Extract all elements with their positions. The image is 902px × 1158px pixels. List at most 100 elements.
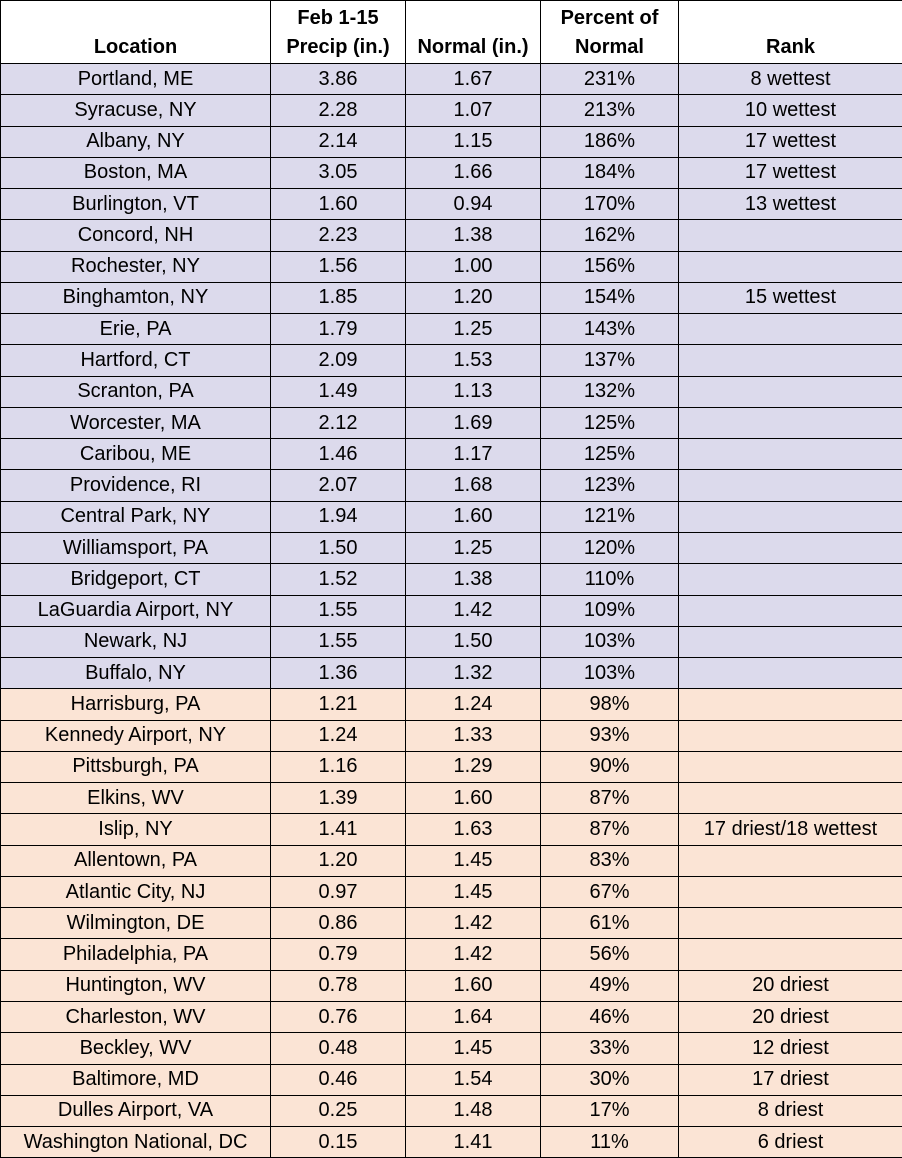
precip-cell: 2.28 [270,94,406,127]
location-cell: Newark, NJ [0,625,271,659]
precip-cell: 1.60 [270,188,406,221]
normal-cell: 1.24 [405,688,541,721]
rank-cell [678,500,902,533]
rank-cell: 15 wettest [678,281,902,315]
precip-cell: 0.78 [270,969,406,1002]
table-header: Location Feb 1-15 Precip (in.) Normal (in.… [0,0,902,64]
precip-cell: 1.46 [270,438,406,471]
normal-cell: 1.60 [405,500,541,533]
precip-cell: 1.21 [270,688,406,721]
table-row: Rochester, NY 1.56 1.00 156% [0,250,902,283]
location-cell: Caribou, ME [0,438,271,471]
location-cell: Buffalo, NY [0,657,271,690]
percent-of-normal-cell: 137% [540,344,679,377]
precip-cell: 1.41 [270,813,406,846]
table-row: Erie, PA 1.79 1.25 143% [0,313,902,346]
column-header: Percent of Normal [540,0,679,64]
rank-cell [678,563,902,596]
rank-cell [678,375,902,408]
table-row: Dulles Airport, VA 0.25 1.48 17% 8 driest [0,1094,902,1128]
rank-cell [678,250,902,283]
table-row: Washington National, DC 0.15 1.41 11% 6 drie… [0,1126,902,1158]
rank-cell: 12 driest [678,1032,902,1065]
location-cell: Syracuse, NY [0,94,271,127]
precip-cell: 3.05 [270,156,406,190]
precip-cell: 1.55 [270,625,406,659]
percent-of-normal-cell: 30% [540,1063,679,1096]
table-row: Elkins, WV 1.39 1.60 87% [0,782,902,815]
percent-of-normal-cell: 109% [540,594,679,627]
normal-cell: 1.33 [405,719,541,752]
precip-cell: 0.15 [270,1126,406,1158]
column-header: Rank [678,0,902,64]
rank-cell: 8 driest [678,1094,902,1128]
normal-cell: 1.53 [405,344,541,377]
location-cell: Boston, MA [0,156,271,190]
normal-cell: 1.66 [405,156,541,190]
percent-of-normal-cell: 186% [540,125,679,158]
normal-cell: 1.20 [405,281,541,315]
rank-cell [678,531,902,565]
percent-of-normal-cell: 125% [540,438,679,471]
precip-cell: 0.46 [270,1063,406,1096]
location-cell: LaGuardia Airport, NY [0,594,271,627]
rank-cell [678,344,902,377]
table-row: Syracuse, NY 2.28 1.07 213% 10 wettest [0,94,902,127]
location-cell: Williamsport, PA [0,531,271,565]
precip-cell: 1.50 [270,531,406,565]
location-cell: Scranton, PA [0,375,271,408]
percent-of-normal-cell: 123% [540,469,679,502]
percent-of-normal-cell: 87% [540,813,679,846]
percent-of-normal-cell: 61% [540,907,679,940]
rank-cell [678,469,902,502]
normal-cell: 1.42 [405,907,541,940]
percent-of-normal-cell: 17% [540,1094,679,1128]
normal-cell: 1.38 [405,219,541,252]
normal-cell: 1.25 [405,531,541,565]
location-cell: Beckley, WV [0,1032,271,1065]
rank-cell [678,938,902,971]
table-row: Baltimore, MD 0.46 1.54 30% 17 driest [0,1063,902,1096]
table-row: Williamsport, PA 1.50 1.25 120% [0,531,902,565]
percent-of-normal-cell: 49% [540,969,679,1002]
precip-cell: 1.85 [270,281,406,315]
precip-cell: 1.16 [270,750,406,784]
table-row: Portland, ME 3.86 1.67 231% 8 wettest [0,62,902,96]
location-cell: Philadelphia, PA [0,938,271,971]
normal-cell: 1.32 [405,657,541,690]
rank-cell [678,688,902,721]
rank-cell [678,782,902,815]
normal-cell: 1.60 [405,782,541,815]
table-row: Wilmington, DE 0.86 1.42 61% [0,907,902,940]
table-row: Atlantic City, NJ 0.97 1.45 67% [0,875,902,909]
precip-cell: 1.49 [270,375,406,408]
rank-cell: 17 driest/18 wettest [678,813,902,846]
location-cell: Islip, NY [0,813,271,846]
location-cell: Baltimore, MD [0,1063,271,1096]
normal-cell: 1.60 [405,969,541,1002]
table-row: Philadelphia, PA 0.79 1.42 56% [0,938,902,971]
normal-cell: 1.64 [405,1000,541,1034]
percent-of-normal-cell: 90% [540,750,679,784]
precip-cell: 0.25 [270,1094,406,1128]
percent-of-normal-cell: 184% [540,156,679,190]
percent-of-normal-cell: 87% [540,782,679,815]
normal-cell: 1.45 [405,875,541,909]
rank-cell [678,219,902,252]
normal-cell: 1.67 [405,62,541,96]
percent-of-normal-cell: 110% [540,563,679,596]
location-cell: Dulles Airport, VA [0,1094,271,1128]
normal-cell: 1.45 [405,844,541,877]
location-cell: Providence, RI [0,469,271,502]
normal-cell: 1.41 [405,1126,541,1158]
normal-cell: 1.45 [405,1032,541,1065]
precip-cell: 1.94 [270,500,406,533]
header-row: Location Feb 1-15 Precip (in.) Normal (in.… [0,0,902,64]
precip-cell: 2.12 [270,406,406,440]
rank-cell: 17 driest [678,1063,902,1096]
table-row: Bridgeport, CT 1.52 1.38 110% [0,563,902,596]
percent-of-normal-cell: 46% [540,1000,679,1034]
column-header: Normal (in.) [405,0,541,64]
column-header: Location [0,0,271,64]
